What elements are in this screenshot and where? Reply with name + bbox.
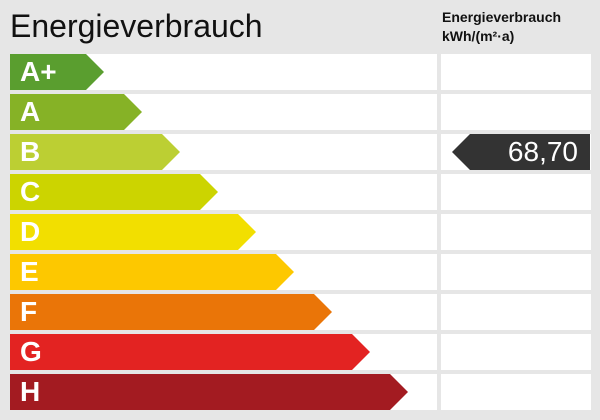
class-row-c: C xyxy=(10,174,437,210)
value-cell xyxy=(441,254,591,290)
class-label: H xyxy=(20,376,41,407)
class-row-e: E xyxy=(10,254,437,290)
value-cell xyxy=(441,294,591,330)
class-arrow xyxy=(10,294,332,330)
class-label: A+ xyxy=(20,56,57,87)
class-row-f: F xyxy=(10,294,437,330)
class-arrow xyxy=(10,214,256,250)
class-row-g: G xyxy=(10,334,437,370)
class-row-d: D xyxy=(10,214,437,250)
column-title-line2: kWh/(m²·a) xyxy=(442,28,515,44)
class-arrow xyxy=(10,94,142,130)
class-label: B xyxy=(20,136,41,167)
consumption-value: 68,70 xyxy=(507,136,578,167)
class-label: G xyxy=(20,336,42,367)
class-arrow xyxy=(10,54,104,90)
class-label: F xyxy=(20,296,38,327)
class-label: E xyxy=(20,256,39,287)
class-row-b: B xyxy=(10,134,437,170)
page-title: Energieverbrauch xyxy=(10,8,263,44)
value-cell xyxy=(441,374,591,410)
value-cell xyxy=(441,54,591,90)
class-row-a: A xyxy=(10,94,437,130)
class-arrow xyxy=(10,374,408,410)
class-arrow xyxy=(10,134,180,170)
marker-arrow-shape xyxy=(452,134,590,170)
value-marker: 68,70 xyxy=(452,134,590,170)
value-cell xyxy=(441,174,591,210)
value-column-title: Energieverbrauch kWh/(m²·a) xyxy=(442,8,561,46)
value-cell xyxy=(441,94,591,130)
class-arrow xyxy=(10,254,294,290)
class-label: A xyxy=(20,96,41,127)
class-arrow xyxy=(10,174,218,210)
column-title-line1: Energieverbrauch xyxy=(442,9,562,25)
class-row-aplus: A+ xyxy=(10,54,437,90)
value-cell xyxy=(441,334,591,370)
class-label: D xyxy=(20,216,41,247)
value-cell xyxy=(441,214,591,250)
class-row-h: H xyxy=(10,374,437,410)
class-arrow xyxy=(10,334,370,370)
class-label: C xyxy=(20,176,41,207)
